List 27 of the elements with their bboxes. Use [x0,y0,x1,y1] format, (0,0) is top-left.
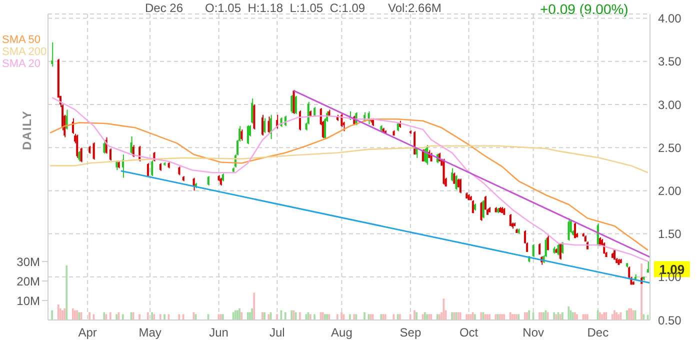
x-tick-label: May [138,326,162,340]
text: SMA 50 [2,34,42,46]
x-tick-label: Oct [459,326,479,340]
x-tick-label: Nov [522,326,544,340]
y2-tick-label: 30M [16,254,40,269]
x-tick-label: Jun [209,326,228,340]
text: SMA 200 [2,46,47,58]
y-tick-label: 1.50 [658,227,682,242]
text: SMA 20 [2,58,42,70]
x-tick-label: Dec [587,326,609,340]
y-tick-label: 2.00 [658,184,682,198]
y-tick-label: 3.50 [658,54,682,69]
y-tick-label: 0.50 [658,313,682,328]
x-tick-label: Jul [269,326,285,340]
annotation: O:1.05 H:1.18 L:1.05 C:1.09 [205,1,366,15]
x-tick-label: Sep [400,326,422,340]
y-tick-label: 2.50 [658,140,682,155]
x-tick-label: Aug [331,326,352,340]
x-tick-label: Apr [78,326,97,340]
y-tick-label: 4.00 [658,12,682,26]
y2-tick-label: 10M [16,294,40,308]
y-tick-label: 3.00 [658,98,682,112]
annotation: Dec 26 [145,1,184,15]
annotation: +0.09 (9.00%) [540,1,628,17]
annotation: Vol:2.66M [388,1,442,15]
text: DAILY [20,110,34,150]
y2-tick-label: 20M [16,274,40,288]
